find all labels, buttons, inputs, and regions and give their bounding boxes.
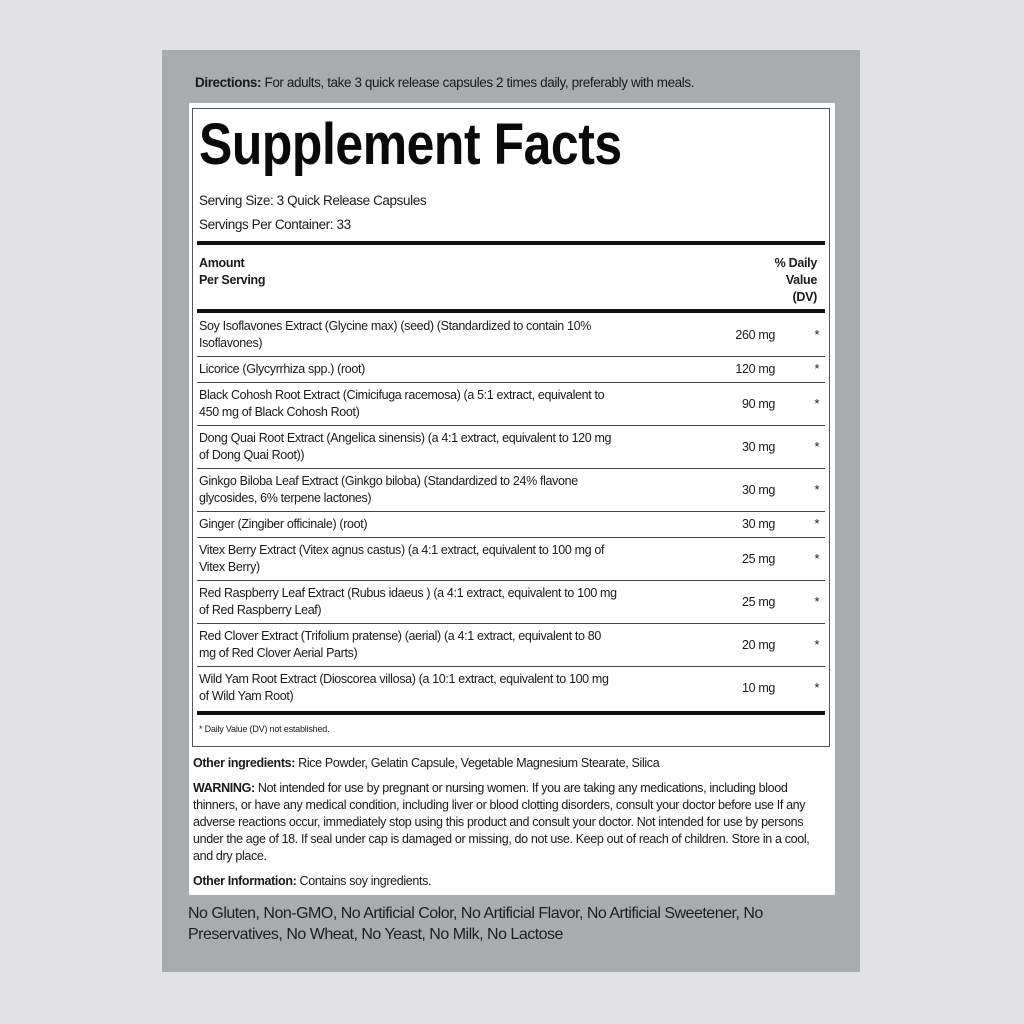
warning: WARNING: Not intended for use by pregnan… (193, 780, 823, 865)
table-row: Ginger (Zingiber officinale) (root) 30 mg… (197, 512, 825, 538)
warning-label: WARNING: (193, 781, 255, 795)
ingredient-amount: 90 mg (742, 396, 775, 411)
other-ingredients: Other ingredients: Rice Powder, Gelatin … (193, 755, 823, 772)
divider (197, 309, 825, 313)
table-row: Dong Quai Root Extract (Angelica sinensi… (197, 426, 825, 469)
serving-size: Serving Size: 3 Quick Release Capsules (199, 193, 427, 208)
ingredient-dv: * (814, 517, 819, 531)
amount-header: Amount Per Serving (199, 255, 265, 289)
ingredient-amount: 25 mg (742, 551, 775, 566)
dv-header-line: % Daily (774, 256, 818, 270)
page-title: Supplement Facts (199, 112, 622, 177)
table-row: Vitex Berry Extract (Vitex agnus castus)… (197, 538, 825, 581)
divider (197, 241, 825, 245)
warning-text: Not intended for use by pregnant or nurs… (193, 781, 810, 863)
other-information: Other Information: Contains soy ingredie… (193, 873, 823, 890)
ingredient-name: Wild Yam Root Extract (Dioscorea villosa… (199, 672, 609, 703)
ingredient-amount: 30 mg (742, 517, 775, 531)
ingredient-amount: 120 mg (735, 362, 775, 376)
table-row: Ginkgo Biloba Leaf Extract (Ginkgo bilob… (197, 469, 825, 512)
ingredient-amount: 260 mg (735, 327, 775, 342)
servings-per-container: Servings Per Container: 33 (199, 217, 351, 232)
ingredient-dv: * (814, 439, 819, 454)
dv-header-line: Value (785, 273, 817, 287)
ingredient-name: Red Clover Extract (Trifolium pratense) … (199, 629, 601, 660)
ingredient-name: Soy Isoflavones Extract (Glycine max) (s… (199, 319, 592, 350)
table-row: Wild Yam Root Extract (Dioscorea villosa… (197, 667, 825, 709)
ingredient-dv: * (814, 551, 819, 566)
ingredient-dv: * (814, 396, 819, 411)
ingredient-name: Ginger (Zingiber officinale) (root) (199, 517, 368, 531)
ingredient-dv: * (814, 327, 819, 342)
directions: Directions: For adults, take 3 quick rel… (195, 75, 694, 90)
table-row: Black Cohosh Root Extract (Cimicifuga ra… (197, 383, 825, 426)
dv-header: % Daily Value (DV) (774, 255, 818, 306)
ingredient-name: Vitex Berry Extract (Vitex agnus castus)… (199, 543, 605, 574)
ingredient-name: Black Cohosh Root Extract (Cimicifuga ra… (199, 388, 605, 419)
ingredient-dv: * (814, 362, 819, 376)
other-ingredients-text: Rice Powder, Gelatin Capsule, Vegetable … (295, 756, 660, 770)
directions-label: Directions: (195, 75, 262, 90)
other-information-text: Contains soy ingredients. (296, 874, 432, 888)
ingredient-name: Ginkgo Biloba Leaf Extract (Ginkgo bilob… (199, 474, 578, 505)
amount-header-line: Amount (199, 256, 245, 270)
other-information-label: Other Information: (193, 874, 297, 888)
ingredient-name: Dong Quai Root Extract (Angelica sinensi… (199, 431, 612, 462)
other-ingredients-label: Other ingredients: (193, 756, 296, 770)
ingredient-amount: 20 mg (742, 637, 775, 652)
ingredient-name: Red Raspberry Leaf Extract (Rubus idaeus… (199, 586, 617, 617)
ingredient-dv: * (814, 482, 819, 497)
ingredient-name: Licorice (Glycyrrhiza spp.) (root) (199, 362, 365, 376)
free-from-claims: No Gluten, Non-GMO, No Artificial Color,… (188, 905, 763, 943)
ingredient-table: Soy Isoflavones Extract (Glycine max) (s… (197, 314, 825, 709)
ingredient-amount: 10 mg (742, 680, 775, 695)
dv-header-line: (DV) (792, 290, 818, 304)
ingredient-amount: 30 mg (742, 439, 775, 454)
ingredient-dv: * (814, 680, 819, 695)
ingredient-dv: * (814, 637, 819, 652)
divider (197, 711, 825, 715)
table-row: Red Clover Extract (Trifolium pratense) … (197, 624, 825, 667)
ingredient-amount: 25 mg (742, 594, 775, 609)
ingredient-dv: * (814, 594, 819, 609)
table-row: Soy Isoflavones Extract (Glycine max) (s… (197, 314, 825, 357)
amount-header-line: Per Serving (199, 273, 266, 287)
footnote: * Daily Value (DV) not established. (199, 724, 330, 734)
supplement-facts-box: Supplement Facts Serving Size: 3 Quick R… (192, 108, 830, 747)
ingredient-amount: 30 mg (742, 482, 775, 497)
directions-text: For adults, take 3 quick release capsule… (261, 75, 695, 90)
table-row: Licorice (Glycyrrhiza spp.) (root) 120 mg… (197, 357, 825, 383)
table-row: Red Raspberry Leaf Extract (Rubus idaeus… (197, 581, 825, 624)
